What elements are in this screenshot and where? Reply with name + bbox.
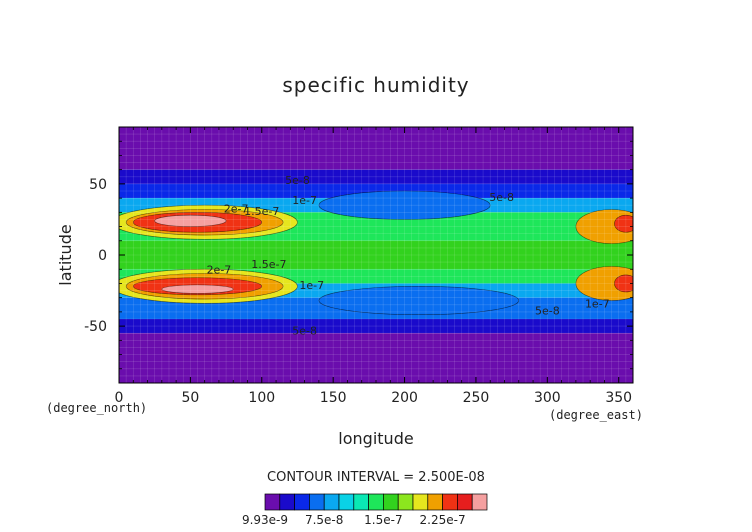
blob-layer: [119, 190, 633, 316]
colorbar-swatch: [279, 493, 295, 511]
contour-label: 5e-8: [535, 305, 560, 318]
humidity-band: [119, 127, 633, 170]
contour-interval: CONTOUR INTERVAL = 2.500E-08: [267, 470, 485, 485]
colorbar-labels: 9.93e-9 7.5e-8 1.5e-7 2.25e-7: [242, 513, 466, 527]
y-axis-title: latitude: [56, 224, 75, 285]
contour-label: 2e-7: [207, 263, 232, 276]
humidity-blob: [161, 284, 234, 294]
colorbar-swatch: [383, 493, 399, 511]
x-tick-label: 350: [605, 390, 632, 406]
colorbar-swatch: [427, 493, 443, 511]
colorbar-swatch: [323, 493, 340, 511]
contour-label: 2e-7: [224, 202, 249, 215]
humidity-blob: [318, 190, 491, 220]
gridlines: [119, 127, 633, 383]
contour-label: 1e-7: [292, 194, 317, 207]
x-tick-label: 50: [181, 390, 199, 406]
humidity-band: [119, 333, 633, 383]
x-unit-label: (degree_east): [549, 408, 643, 422]
colorbar-swatch: [457, 493, 473, 511]
y-tick-label: 50: [89, 177, 107, 193]
x-tick-label: 0: [115, 390, 124, 406]
colorbar-swatch: [412, 493, 429, 511]
colorbar-swatch: [309, 493, 325, 511]
colorbar-swatch: [442, 493, 458, 511]
contour-label-layer: 5e-81e-7 5e-82e-71.5e-72e-7 1.5e-71e-75e-8…: [207, 174, 610, 338]
humidity-blob: [614, 274, 633, 293]
colorbar-label: 7.5e-8: [305, 513, 343, 527]
contour-label: 1.5e-7: [251, 258, 286, 271]
colorbar-swatch: [368, 493, 384, 511]
humidity-band: [119, 183, 633, 199]
colorbar-swatch: [338, 493, 355, 511]
x-axis: 0 50 100 150 200 250 300 350: [115, 127, 632, 406]
colorbar-label: 2.25e-7: [420, 513, 466, 527]
colorbar: [264, 493, 488, 511]
contour-label: 5e-8: [489, 191, 514, 204]
colorbar-swatch: [294, 493, 310, 511]
colorbar-label: 1.5e-7: [364, 513, 402, 527]
contour-label: 5e-8: [292, 325, 317, 338]
chart-title: specific humidity: [282, 73, 469, 97]
humidity-blob: [614, 214, 633, 233]
humidity-band: [119, 319, 633, 334]
humidity-band: [119, 240, 633, 270]
humidity-blob: [318, 285, 520, 316]
humidity-blob: [154, 214, 227, 227]
y-tick-label: 0: [98, 248, 107, 264]
plot-area: 5e-81e-7 5e-82e-71.5e-72e-7 1.5e-71e-75e-8…: [119, 127, 633, 383]
colorbar-label: 9.93e-9: [242, 513, 288, 527]
y-axis: -50 0 50: [84, 140, 633, 370]
colorbar-swatch: [264, 493, 281, 511]
x-tick-label: 300: [534, 390, 561, 406]
contour-label: 1.5e-7: [244, 205, 279, 218]
y-unit-label: (degree_north): [46, 401, 147, 415]
contour-label: 1e-7: [585, 298, 610, 311]
colorbar-swatch: [471, 493, 488, 511]
humidity-blob: [575, 266, 633, 301]
humidity-band: [119, 169, 633, 184]
x-tick-label: 200: [391, 390, 418, 406]
colorbar-swatch: [397, 493, 414, 511]
x-axis-title: longitude: [338, 429, 413, 448]
contour-label: 1e-7: [299, 279, 324, 292]
x-tick-label: 150: [320, 390, 347, 406]
y-tick-label: -50: [84, 319, 107, 335]
x-tick-label: 100: [248, 390, 275, 406]
contour-label: 5e-8: [285, 174, 310, 187]
colorbar-swatch: [353, 493, 369, 511]
x-tick-label: 250: [463, 390, 490, 406]
